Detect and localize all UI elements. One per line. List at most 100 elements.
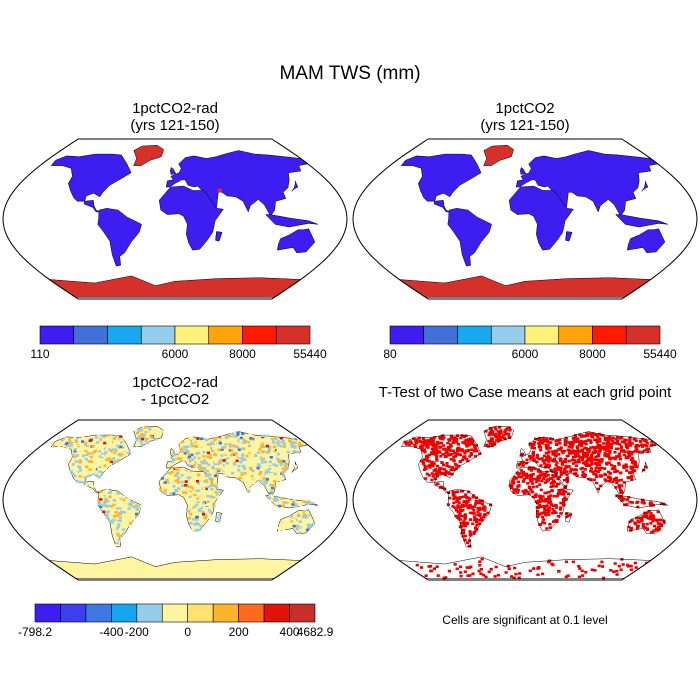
map-panel-ttest	[352, 419, 698, 581]
landmass-madagascar	[215, 231, 223, 242]
coast-greenland	[483, 425, 514, 447]
landmass-greenland	[483, 144, 514, 166]
colorbar-swatch	[289, 603, 316, 623]
landmass-japan	[641, 180, 649, 192]
coast-africa	[508, 466, 574, 532]
colorbar-tick-label: 6000	[161, 347, 189, 361]
coast-southAmerica	[447, 489, 492, 548]
colorbar-tick-label: 200	[228, 625, 249, 639]
map-border	[2, 138, 348, 300]
land-layer	[398, 144, 669, 298]
landmass-britain	[520, 166, 527, 175]
colorbar-rad	[39, 325, 311, 345]
colorbar-swatch	[85, 603, 112, 623]
colorbar-swatch	[34, 603, 61, 623]
colorbar-swatch	[212, 603, 239, 623]
colorbar-swatch	[275, 325, 311, 345]
colorbar-swatch	[558, 325, 593, 345]
coast-indonesia	[615, 495, 669, 509]
colorbar-tick-label: -200	[124, 625, 149, 639]
landmass-southAmerica	[447, 208, 492, 267]
colorbar-swatch	[187, 603, 214, 623]
landmass-antarctica	[48, 556, 302, 579]
land-layer	[398, 425, 669, 580]
colorbar-tick-label: 0	[184, 625, 192, 639]
colorbar-tick-label: 55440	[643, 347, 677, 361]
coast-centralAmerica	[433, 481, 450, 494]
colorbar-swatch	[238, 603, 265, 623]
map-border	[352, 419, 698, 581]
colorbar-tick-label: -400	[99, 625, 124, 639]
colorbar-swatch	[161, 603, 189, 623]
colorbar-tick-label: 400	[279, 625, 300, 639]
landmass-japan	[291, 180, 299, 192]
colorbar-swatch	[389, 325, 425, 345]
panel-title-diff-line2: - 1pctCO2	[140, 391, 210, 408]
map-panel-ctl	[352, 138, 698, 300]
land-layer	[48, 425, 319, 579]
colorbar-tick-label: 55440	[293, 347, 327, 361]
landmass-southAmerica	[97, 208, 142, 267]
figure-title: MAM TWS (mm)	[279, 63, 421, 84]
panel-title-rad-line2: (yrs 121-150)	[130, 117, 220, 134]
panel-title-ctl-line2: (yrs 121-150)	[480, 117, 570, 134]
colorbar-swatch	[208, 325, 243, 345]
colorbar-swatch	[457, 325, 492, 345]
landmass-australia	[276, 228, 316, 254]
colorbar-swatch	[111, 603, 138, 623]
colorbar-swatch	[107, 325, 142, 345]
landmass-greenland	[133, 144, 164, 166]
colorbar-swatch	[73, 325, 108, 345]
colorbar-diff	[34, 603, 316, 623]
colorbar-swatch	[524, 325, 560, 345]
colorbar-swatch	[136, 603, 163, 623]
landmass-northAmerica	[50, 153, 132, 202]
colorbar-tick-label: 80	[383, 347, 397, 361]
colorbar-tick-label: 110	[30, 347, 50, 361]
colorbar-swatch	[140, 325, 176, 345]
coast-japan	[641, 461, 649, 473]
panel-title-diff-line1: 1pctCO2-rad	[132, 374, 218, 391]
landmass-africa	[508, 185, 574, 251]
colorbar-ctl	[389, 325, 661, 345]
landmass-indonesia	[615, 214, 669, 228]
landmass-centralAmerica	[433, 200, 450, 213]
panel-title-diff: 1pctCO2-rad - 1pctCO2	[15, 374, 335, 408]
coast-britain	[520, 447, 527, 456]
panel-title-ctl: 1pctCO2 (yrs 121-150)	[365, 100, 685, 134]
colorbar-swatch	[60, 603, 87, 623]
landmass-australia	[626, 228, 666, 254]
colorbar-swatch	[39, 325, 75, 345]
colorbar-tick-label: 8000	[579, 347, 606, 361]
colorbar-swatch	[423, 325, 458, 345]
colorbar-swatch	[263, 603, 290, 623]
colorbar-swatch	[625, 325, 661, 345]
landmass-centralAmerica	[83, 200, 100, 213]
significance-note: Cells are significant at 0.1 level	[442, 613, 608, 627]
coast-northAmerica	[400, 434, 482, 483]
colorbar-tick-label: 8000	[229, 347, 256, 361]
colorbar-tick-label: -798.2	[17, 625, 53, 639]
colorbar-swatch	[490, 325, 526, 345]
map-border	[2, 419, 348, 581]
land-layer	[48, 144, 319, 298]
panel-title-rad: 1pctCO2-rad (yrs 121-150)	[15, 100, 335, 134]
map-panel-diff	[2, 419, 348, 581]
map-border	[352, 138, 698, 300]
coast-madagascar	[565, 512, 573, 523]
panel-title-rad-line1: 1pctCO2-rad	[132, 100, 218, 117]
colorbar-tick-label: 4682.9	[296, 625, 334, 639]
landmass-britain	[170, 166, 177, 175]
landmass-antarctica	[398, 275, 652, 298]
panel-title-ttest: T-Test of two Case means at each grid po…	[378, 384, 672, 401]
landmass-madagascar	[565, 231, 573, 242]
colorbar-swatch	[242, 325, 277, 345]
coast-antarctica	[398, 556, 652, 579]
colorbar-swatch	[592, 325, 627, 345]
panel-title-ctl-line1: 1pctCO2	[495, 100, 555, 117]
landmass-africa	[158, 185, 224, 251]
colorbar-swatch	[174, 325, 210, 345]
map-panel-rad	[2, 138, 348, 300]
landmass-northAmerica	[400, 153, 482, 202]
